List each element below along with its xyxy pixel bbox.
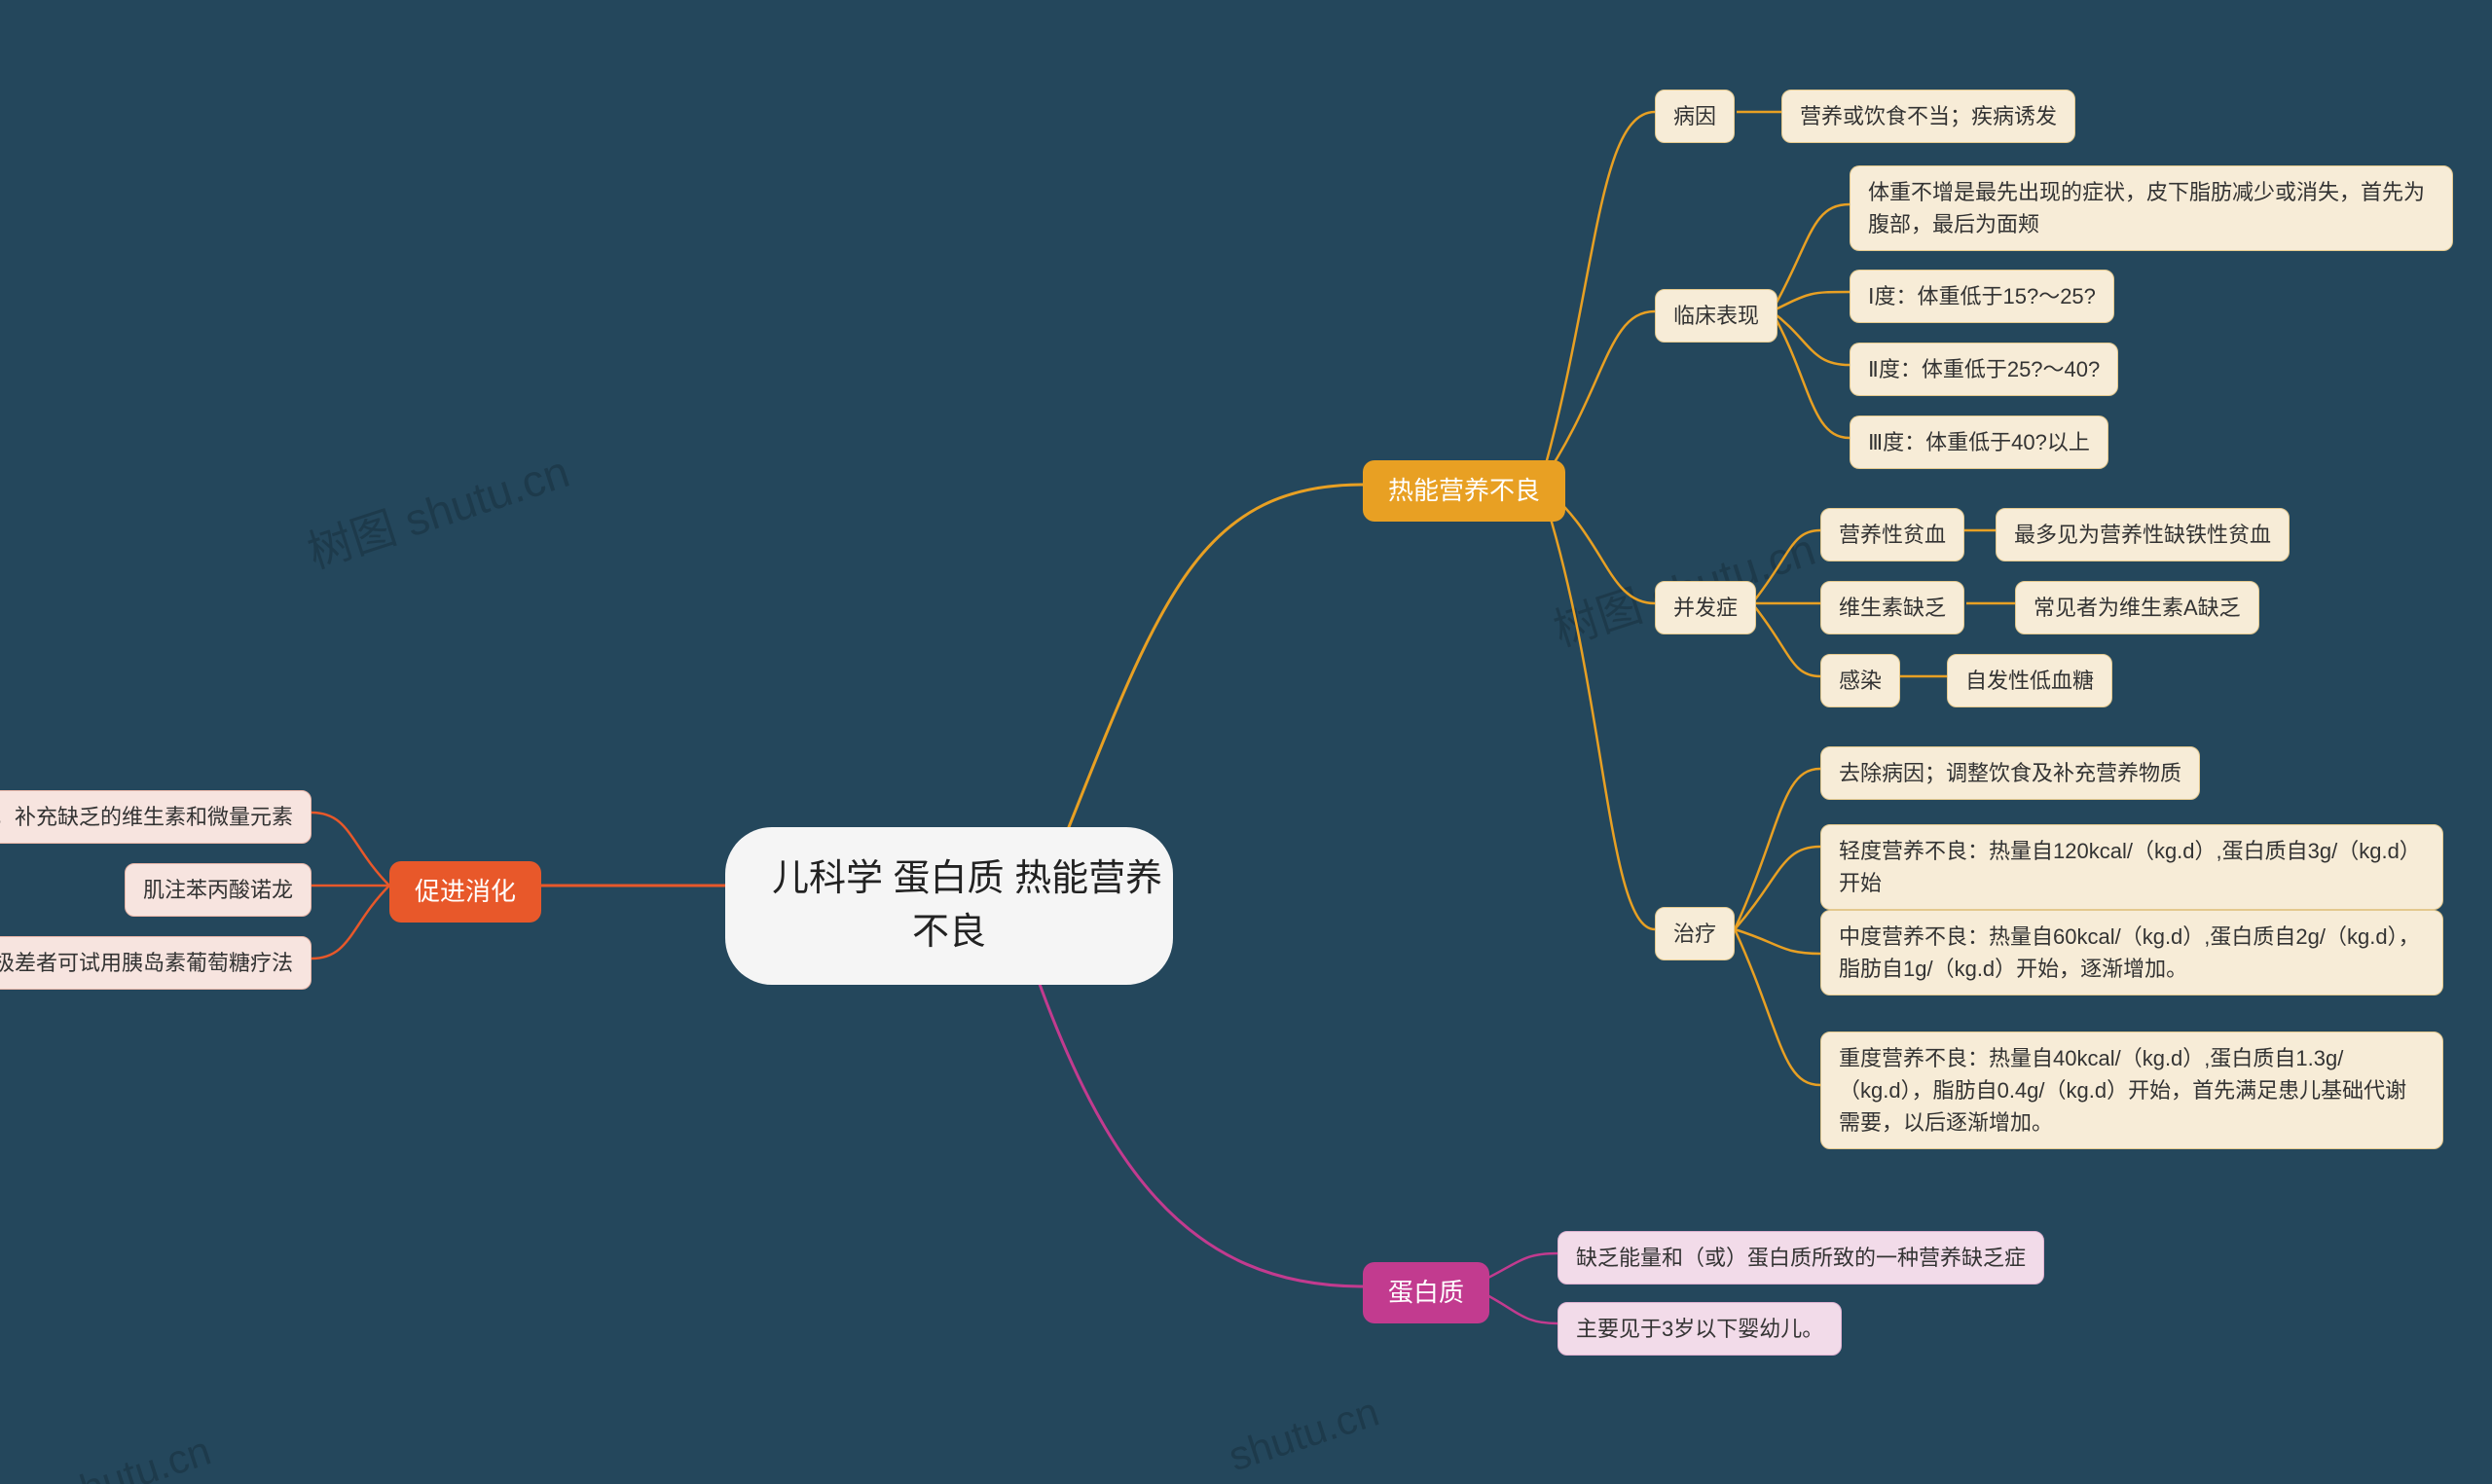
node-cause-detail[interactable]: 营养或饮食不当；疾病诱发 — [1781, 90, 2075, 143]
node-treat-3[interactable]: 重度营养不良：热量自40kcal/（kg.d）,蛋白质自1.3g/（kg.d），… — [1820, 1032, 2443, 1149]
node-clinical[interactable]: 临床表现 — [1655, 289, 1777, 343]
node-comp-0[interactable]: 营养性贫血 — [1820, 508, 1964, 561]
center-line1: 儿科学 蛋白质 热能营养 — [772, 858, 1162, 899]
node-treat-2[interactable]: 中度营养不良：热量自60kcal/（kg.d）,蛋白质自2g/（kg.d），脂肪… — [1820, 910, 2443, 995]
node-comp-2[interactable]: 感染 — [1820, 654, 1900, 707]
node-treatment[interactable]: 治疗 — [1655, 907, 1735, 960]
node-complication[interactable]: 并发症 — [1655, 581, 1756, 634]
node-digest-1[interactable]: 肌注苯丙酸诺龙 — [125, 863, 312, 917]
node-comp-1[interactable]: 维生素缺乏 — [1820, 581, 1964, 634]
branch-protein[interactable]: 蛋白质 — [1363, 1262, 1489, 1323]
node-clinical-item-2[interactable]: Ⅱ度：体重低于25?～40? — [1850, 343, 2118, 396]
node-clinical-item-0[interactable]: 体重不增是最先出现的症状，皮下脂肪减少或消失，首先为腹部，最后为面颊 — [1850, 165, 2453, 251]
node-comp-2-detail[interactable]: 自发性低血糖 — [1947, 654, 2112, 707]
node-comp-1-detail[interactable]: 常见者为维生素A缺乏 — [2015, 581, 2259, 634]
node-protein-1[interactable]: 主要见于3岁以下婴幼儿。 — [1558, 1302, 1842, 1356]
node-comp-0-detail[interactable]: 最多见为营养性缺铁性贫血 — [1996, 508, 2290, 561]
node-treat-1[interactable]: 轻度营养不良：热量自120kcal/（kg.d）,蛋白质自3g/（kg.d）开始 — [1820, 824, 2443, 910]
node-cause[interactable]: 病因 — [1655, 90, 1735, 143]
node-clinical-item-1[interactable]: Ⅰ度：体重低于15?～25? — [1850, 270, 2114, 323]
node-digest-0[interactable]: 各种消化酶，补充缺乏的维生素和微量元素 — [0, 790, 312, 844]
node-clinical-item-3[interactable]: Ⅲ度：体重低于40?以上 — [1850, 416, 2108, 469]
branch-digestion[interactable]: 促进消化 — [389, 861, 541, 923]
node-treat-0[interactable]: 去除病因；调整饮食及补充营养物质 — [1820, 746, 2200, 800]
center-line2: 不良 — [912, 912, 986, 953]
node-protein-0[interactable]: 缺乏能量和（或）蛋白质所致的一种营养缺乏症 — [1558, 1231, 2044, 1285]
center-node[interactable]: 儿科学 蛋白质 热能营养 不良 — [725, 827, 1173, 985]
branch-thermal[interactable]: 热能营养不良 — [1363, 460, 1565, 522]
node-digest-2[interactable]: 食欲极差者可试用胰岛素葡萄糖疗法 — [0, 936, 312, 990]
